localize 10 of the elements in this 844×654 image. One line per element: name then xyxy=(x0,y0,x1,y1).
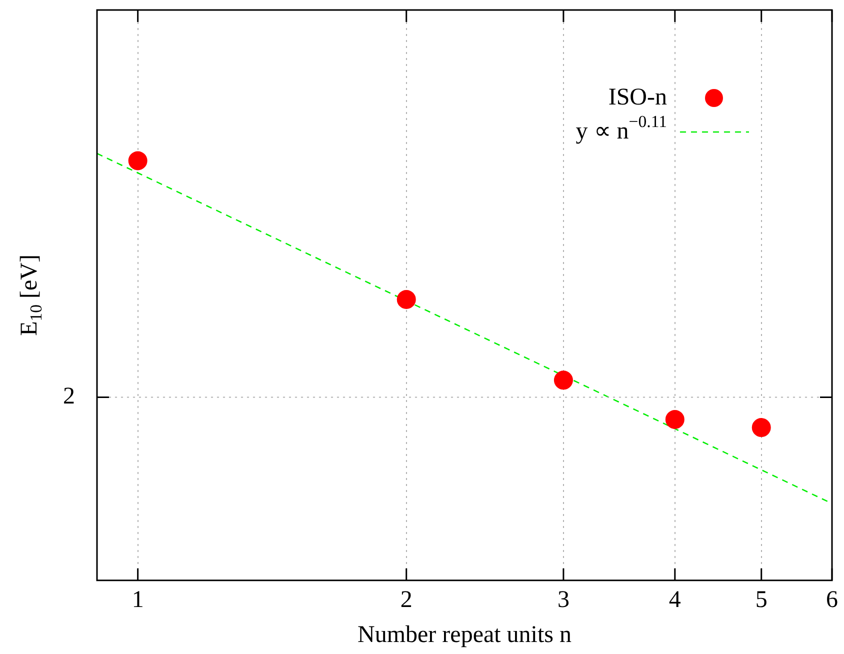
text: 2 xyxy=(63,384,75,410)
x-tick-label: 6 xyxy=(826,587,838,614)
x-tick-label: 5 xyxy=(755,587,768,614)
y-axis-title: E10 [eV] xyxy=(16,254,46,336)
legend-label: ISO-n xyxy=(608,84,668,110)
x-tick-label: 4 xyxy=(668,587,681,614)
x-tick-label: 2 xyxy=(400,587,412,614)
x-axis-title: Number repeat units n xyxy=(358,622,572,648)
x-tick-label: 3 xyxy=(557,587,570,614)
x-tick-label: 1 xyxy=(132,587,144,614)
